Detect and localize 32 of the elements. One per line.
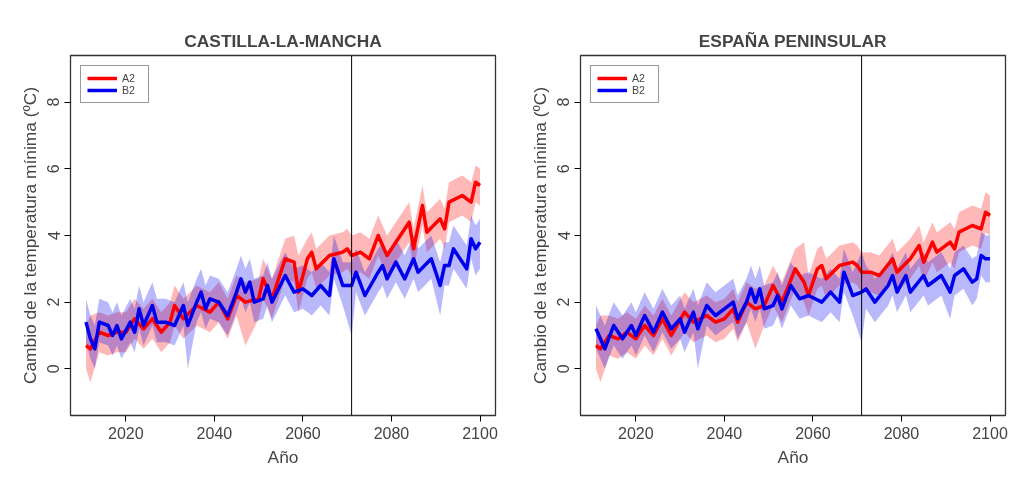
legend-label: B2 [632,84,647,96]
line-series [84,237,482,351]
x-tick-label: 2020 [618,424,654,442]
y-axis-title: Cambio de la temperatura mínima (ºC) [19,86,40,385]
y-tick-label: 4 [555,230,573,240]
y-tick-label: 6 [555,164,573,174]
y-tick-label: 6 [45,164,63,174]
chart-title: ESPAÑA PENINSULAR [698,30,888,51]
x-tick-label: 2060 [795,424,831,442]
x-tick-label: 2080 [373,424,410,442]
y-tick-label: 0 [555,364,573,374]
x-tick-label: 2080 [883,424,920,442]
y-tick-label: 0 [45,364,63,374]
x-axis-title: Año [267,446,299,467]
chart-title: CASTILLA-LA-MANCHA [184,30,383,51]
x-tick-label: 2040 [196,424,233,442]
x-tick-label: 2060 [285,424,321,442]
x-tick-label: 2100 [972,424,1008,442]
y-tick-label: 4 [45,230,63,240]
y-tick-label: 2 [555,297,573,307]
y-tick-label: 8 [45,97,63,107]
y-tick-label: 2 [45,297,63,307]
x-tick-label: 2100 [462,424,498,442]
legend-label: A2 [632,72,647,84]
y-tick-label: 8 [555,97,573,107]
x-axis-title: Año [777,446,809,467]
x-tick-label: 2020 [108,424,144,442]
y-axis-title: Cambio de la temperatura mínima (ºC) [529,86,550,385]
line-series [594,253,992,351]
legend-label: B2 [122,84,137,96]
legend-label: A2 [122,72,137,84]
x-tick-label: 2040 [706,424,743,442]
